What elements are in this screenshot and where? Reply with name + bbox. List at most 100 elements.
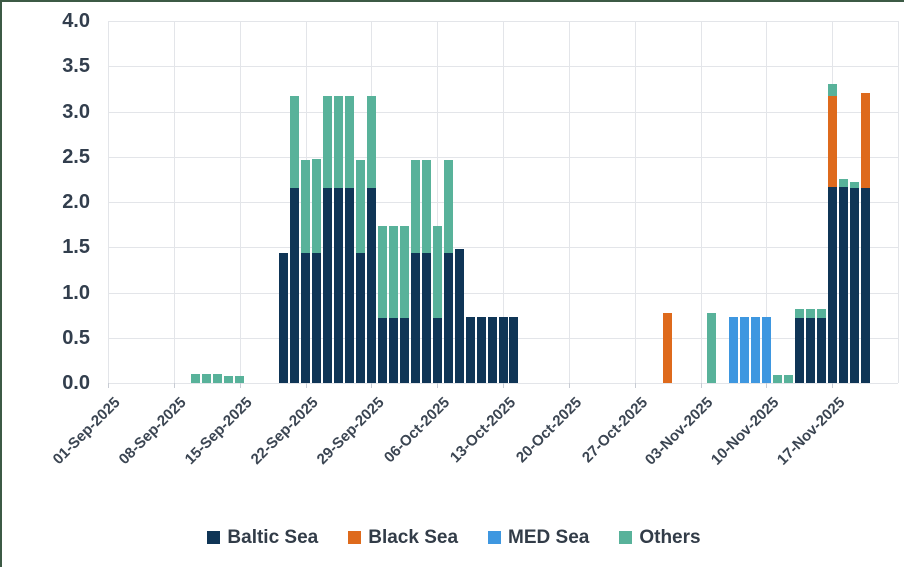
bar-segment-baltic xyxy=(355,252,365,383)
bar-24-Sep-2025[interactable] xyxy=(322,96,332,383)
bar-08-Oct-2025[interactable] xyxy=(454,249,464,383)
bar-segment-others xyxy=(311,158,321,253)
bar-segment-baltic xyxy=(279,252,289,383)
bar-segment-others xyxy=(783,374,793,383)
bar-25-Sep-2025[interactable] xyxy=(333,96,343,383)
bar-segment-black xyxy=(663,313,673,383)
bar-10-Oct-2025[interactable] xyxy=(476,316,486,383)
x-axis-tick-label: 13-Oct-2025 xyxy=(446,394,520,467)
bar-07-Nov-2025[interactable] xyxy=(739,316,749,383)
y-axis-tick-label: 3.5 xyxy=(62,55,90,78)
x-gridline xyxy=(437,21,439,383)
bar-segment-baltic xyxy=(301,252,310,383)
y-axis-tick-label: 3.0 xyxy=(62,100,90,123)
bar-segment-others xyxy=(816,308,826,318)
bar-19-Sep-2025[interactable] xyxy=(279,252,289,383)
x-gridline xyxy=(700,21,702,383)
x-tick-mark xyxy=(503,383,504,388)
bar-30-Sep-2025[interactable] xyxy=(377,225,387,383)
legend-swatch-icon xyxy=(619,530,633,544)
bar-14-Oct-2025[interactable] xyxy=(509,316,519,383)
bar-29-Sep-2025[interactable] xyxy=(366,96,376,383)
bar-segment-others xyxy=(399,225,409,318)
bar-03-Oct-2025[interactable] xyxy=(410,160,420,383)
x-tick-mark xyxy=(239,383,241,388)
bar-segment-med xyxy=(739,316,749,383)
x-axis-tick-label: 20-Oct-2025 xyxy=(512,394,585,467)
bar-12-Nov-2025[interactable] xyxy=(783,374,793,383)
bar-06-Oct-2025[interactable] xyxy=(432,225,442,383)
bar-10-Nov-2025[interactable] xyxy=(761,316,771,383)
bar-segment-others xyxy=(344,96,354,189)
bar-13-Sep-2025[interactable] xyxy=(224,375,234,383)
x-tick-mark xyxy=(832,383,834,388)
bar-01-Oct-2025[interactable] xyxy=(388,225,398,383)
bar-17-Nov-2025[interactable] xyxy=(827,84,837,383)
bar-segment-baltic xyxy=(827,186,837,383)
bar-27-Sep-2025[interactable] xyxy=(355,160,365,383)
bar-08-Nov-2025[interactable] xyxy=(750,316,760,383)
bar-23-Sep-2025[interactable] xyxy=(311,158,321,383)
legend-item-black-sea[interactable]: Black Sea xyxy=(348,528,458,547)
y-axis-tick-label: 1.0 xyxy=(62,281,90,304)
bar-18-Nov-2025[interactable] xyxy=(838,179,848,383)
bar-segment-baltic xyxy=(443,252,453,383)
bar-segment-baltic xyxy=(860,188,870,383)
bar-segment-others xyxy=(322,96,332,189)
bar-11-Oct-2025[interactable] xyxy=(487,316,497,383)
bar-06-Nov-2025[interactable] xyxy=(728,316,738,383)
bar-segment-others xyxy=(224,375,234,383)
bar-segment-others xyxy=(794,308,804,318)
bar-11-Nov-2025[interactable] xyxy=(772,374,782,383)
bar-30-Oct-2025[interactable] xyxy=(663,313,673,383)
legend-item-med-sea[interactable]: MED Sea xyxy=(488,528,589,547)
x-gridline xyxy=(898,21,899,383)
bar-segment-baltic xyxy=(377,317,387,383)
bar-segment-others xyxy=(377,225,387,318)
bar-20-Sep-2025[interactable] xyxy=(290,96,300,383)
bar-segment-others xyxy=(355,160,365,253)
bar-19-Nov-2025[interactable] xyxy=(849,182,859,383)
x-tick-mark xyxy=(108,383,109,388)
legend-swatch-icon xyxy=(207,530,221,544)
bar-segment-baltic xyxy=(290,188,300,383)
bar-20-Nov-2025[interactable] xyxy=(860,93,870,383)
x-axis-tick-label: 22-Sep-2025 xyxy=(247,394,322,468)
bar-segment-others xyxy=(301,160,310,253)
bar-segment-baltic xyxy=(509,316,519,383)
legend-item-others[interactable]: Others xyxy=(619,528,701,547)
bar-segment-baltic xyxy=(410,252,420,383)
bar-segment-others xyxy=(772,374,782,383)
x-gridline xyxy=(239,21,241,383)
bar-segment-others xyxy=(421,160,431,253)
bar-segment-others xyxy=(202,373,212,383)
x-axis-tick-label: 17-Nov-2025 xyxy=(773,394,849,469)
bar-22-Sep-2025[interactable] xyxy=(301,160,310,383)
bar-04-Oct-2025[interactable] xyxy=(421,160,431,383)
bar-13-Oct-2025[interactable] xyxy=(498,316,508,383)
bar-segment-baltic xyxy=(333,188,343,383)
bar-segment-others xyxy=(805,308,815,318)
bar-02-Oct-2025[interactable] xyxy=(399,225,409,383)
bar-09-Oct-2025[interactable] xyxy=(465,316,475,383)
bar-13-Nov-2025[interactable] xyxy=(794,308,804,383)
bar-12-Sep-2025[interactable] xyxy=(213,373,223,383)
bar-segment-baltic xyxy=(454,249,464,383)
bar-14-Nov-2025[interactable] xyxy=(805,308,815,383)
x-axis-tick-label: 15-Sep-2025 xyxy=(181,394,256,468)
bar-04-Nov-2025[interactable] xyxy=(706,313,716,383)
bar-segment-baltic xyxy=(399,317,409,383)
legend-item-baltic-sea[interactable]: Baltic Sea xyxy=(207,528,318,547)
bar-11-Sep-2025[interactable] xyxy=(202,373,212,383)
bar-segment-others xyxy=(290,96,300,189)
x-gridline xyxy=(108,21,109,383)
bar-15-Sep-2025[interactable] xyxy=(235,375,245,383)
bar-15-Nov-2025[interactable] xyxy=(816,308,826,383)
bar-segment-others xyxy=(213,373,223,383)
bar-26-Sep-2025[interactable] xyxy=(344,96,354,383)
bar-10-Sep-2025[interactable] xyxy=(191,373,201,383)
bar-07-Oct-2025[interactable] xyxy=(443,160,453,383)
bar-segment-others xyxy=(235,375,245,383)
